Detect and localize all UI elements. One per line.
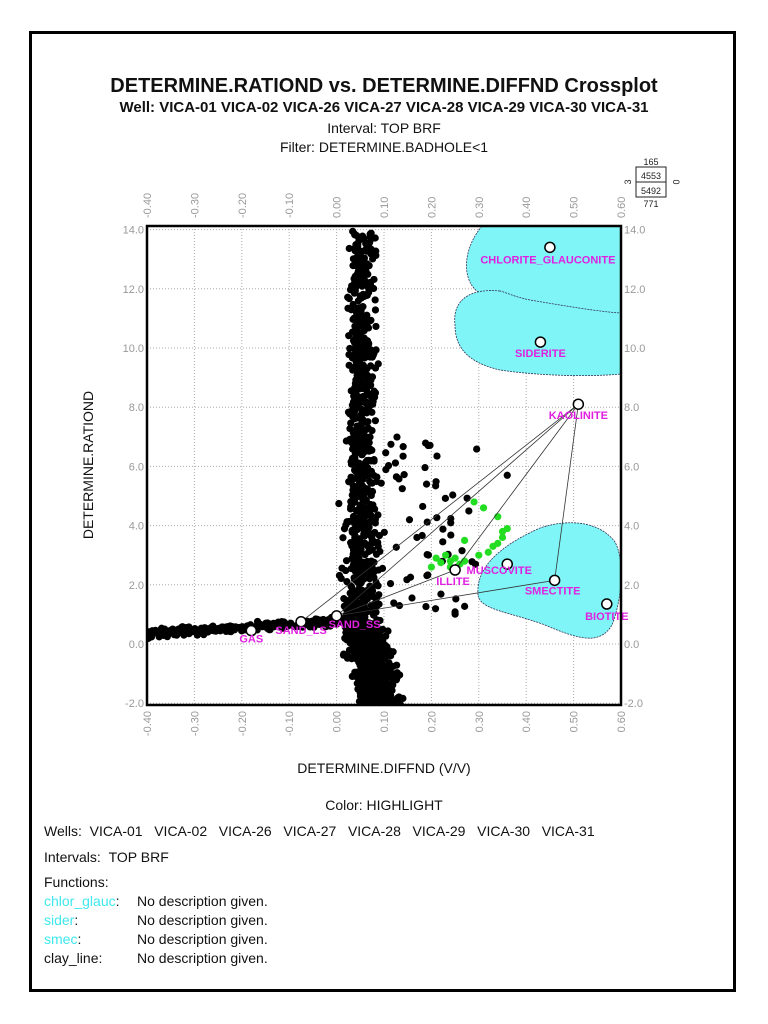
mineral-label: BIOTITE — [585, 611, 628, 623]
svg-text:0.10: 0.10 — [379, 197, 391, 218]
svg-text:5492: 5492 — [641, 186, 661, 196]
svg-text:-0.10: -0.10 — [284, 711, 296, 736]
svg-text:4.0: 4.0 — [624, 521, 639, 533]
mineral-label: SMECTITE — [525, 585, 581, 597]
mineral-label: CHLORITE_GLAUCONITE — [480, 254, 615, 266]
mineral-label: SAND_SS — [329, 619, 381, 631]
svg-text:-0.30: -0.30 — [189, 711, 201, 736]
mineral-label: SIDERITE — [515, 348, 566, 360]
wells-label: Wells: — [44, 823, 82, 839]
mineral-marker — [245, 624, 258, 637]
svg-text:12.0: 12.0 — [624, 284, 645, 296]
svg-text:771: 771 — [643, 199, 658, 209]
svg-text:-2.0: -2.0 — [125, 698, 144, 710]
svg-text:12.0: 12.0 — [123, 284, 144, 296]
mineral-label: GAS — [239, 634, 263, 646]
function-desc: No description given. — [137, 912, 268, 928]
svg-text:0: 0 — [671, 179, 681, 184]
svg-text:4.0: 4.0 — [129, 521, 144, 533]
svg-text:2.0: 2.0 — [624, 580, 639, 592]
mineral-marker — [548, 574, 561, 587]
function-desc: No description given. — [137, 931, 268, 947]
mineral-marker — [601, 598, 613, 610]
function-name: chlor_glauc: — [44, 893, 120, 909]
wells-list: VICA-01 VICA-02 VICA-26 VICA-27 VICA-28 … — [85, 823, 595, 839]
functions-label: Functions: — [44, 874, 109, 890]
mineral-marker — [501, 558, 513, 570]
color-line: Color: HIGHLIGHT — [325, 797, 443, 813]
mineral-marker — [295, 616, 307, 628]
mineral-label: SAND_LS — [275, 625, 326, 637]
function-name: clay_line: — [44, 950, 103, 966]
svg-text:0.20: 0.20 — [426, 197, 438, 218]
svg-text:0.50: 0.50 — [569, 197, 581, 218]
mineral-marker — [534, 336, 547, 348]
svg-text:0.0: 0.0 — [624, 639, 639, 651]
svg-text:3: 3 — [623, 179, 633, 184]
svg-text:8.0: 8.0 — [624, 402, 639, 414]
function-row: clay_line: No description given. — [44, 950, 268, 966]
svg-text:14.0: 14.0 — [624, 225, 645, 237]
svg-text:0.30: 0.30 — [474, 711, 486, 732]
svg-text:-0.40: -0.40 — [142, 193, 154, 218]
svg-text:-0.30: -0.30 — [189, 193, 201, 218]
svg-text:10.0: 10.0 — [123, 343, 144, 355]
function-row: sider: No description given. — [44, 912, 268, 928]
chart-interval: Interval: TOP BRF — [327, 120, 441, 136]
y-axis-label: DETERMINE.RATIOND — [80, 391, 96, 539]
svg-text:0.40: 0.40 — [521, 711, 533, 732]
data-points — [147, 227, 511, 705]
mineral-label: MUSCOVITE — [467, 565, 532, 577]
svg-text:2.0: 2.0 — [129, 580, 144, 592]
mineral-label: KAOLINITE — [549, 410, 608, 422]
svg-text:0.00: 0.00 — [332, 711, 344, 732]
svg-text:6.0: 6.0 — [129, 461, 144, 473]
function-name: smec: — [44, 931, 82, 947]
svg-text:-0.40: -0.40 — [142, 711, 154, 736]
svg-text:-2.0: -2.0 — [624, 698, 643, 710]
figure-frame — [29, 31, 736, 992]
zone-siderite — [454, 290, 621, 377]
function-name: sider: — [44, 912, 79, 928]
svg-text:4553: 4553 — [641, 171, 661, 181]
x-axis-label: DETERMINE.DIFFND (V/V) — [297, 760, 471, 776]
mineral-marker — [330, 610, 343, 622]
mineral-marker — [572, 398, 585, 410]
function-row: smec: No description given. — [44, 931, 268, 947]
svg-text:14.0: 14.0 — [123, 225, 144, 237]
mineral-marker — [544, 241, 556, 254]
crossplot: CHLORITE_GLAUCONITE SIDERITE KAOLINITE ILLI… — [80, 157, 681, 736]
svg-text:6.0: 6.0 — [624, 461, 639, 473]
plot-frame — [145, 224, 623, 707]
svg-text:-0.10: -0.10 — [284, 193, 296, 218]
chart-subtitle-wells: Well: VICA-01 VICA-02 VICA-26 VICA-27 VI… — [119, 99, 649, 116]
wells-legend: Wells: VICA-01 VICA-02 VICA-26 VICA-27 V… — [44, 823, 595, 839]
clay-lines — [300, 403, 579, 623]
function-desc: No description given. — [137, 893, 268, 909]
chart-title: DETERMINE.RATIOND vs. DETERMINE.DIFFND C… — [110, 75, 658, 97]
svg-text:0.50: 0.50 — [569, 711, 581, 732]
svg-text:0.20: 0.20 — [426, 711, 438, 732]
svg-text:165: 165 — [643, 157, 658, 167]
intervals-legend: Intervals: TOP BRF — [44, 849, 169, 865]
intervals-value: TOP BRF — [108, 849, 169, 865]
function-desc: No description given. — [137, 950, 268, 966]
svg-text:0.00: 0.00 — [332, 197, 344, 218]
svg-text:0.0: 0.0 — [129, 639, 144, 651]
svg-text:0.60: 0.60 — [616, 197, 628, 218]
svg-text:0.60: 0.60 — [616, 711, 628, 732]
function-row: chlor_glauc: No description given. — [44, 893, 268, 909]
chart-filter: Filter: DETERMINE.BADHOLE<1 — [279, 139, 489, 155]
svg-text:0.10: 0.10 — [379, 711, 391, 732]
svg-text:-0.20: -0.20 — [237, 193, 249, 218]
mineral-marker — [449, 564, 461, 576]
intervals-label: Intervals: — [44, 849, 101, 865]
svg-text:0.40: 0.40 — [521, 197, 533, 218]
mineral-label: ILLITE — [436, 576, 470, 588]
svg-text:0.30: 0.30 — [474, 197, 486, 218]
svg-text:8.0: 8.0 — [129, 402, 144, 414]
svg-text:-0.20: -0.20 — [237, 711, 249, 736]
svg-text:10.0: 10.0 — [624, 343, 645, 355]
